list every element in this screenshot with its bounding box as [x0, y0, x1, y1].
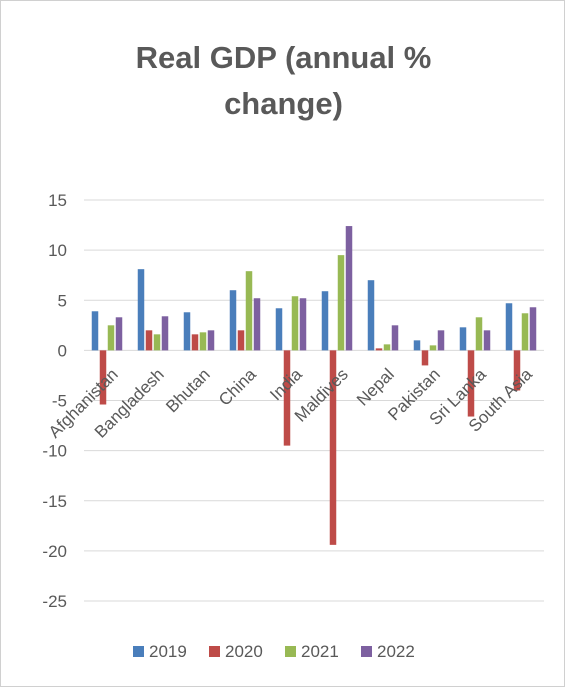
y-tick-label: 15 — [48, 191, 67, 210]
legend-swatch — [133, 646, 144, 657]
bar — [483, 330, 491, 351]
bar — [91, 311, 99, 351]
bar — [299, 298, 307, 351]
bar — [459, 327, 467, 351]
y-tick-label: -5 — [52, 392, 67, 411]
bar — [505, 303, 513, 351]
chart-title-line-1: Real GDP (annual % — [135, 40, 432, 75]
bar — [161, 316, 169, 351]
bar — [513, 350, 521, 391]
bar — [391, 325, 399, 351]
bar — [437, 330, 445, 351]
y-tick-label: -10 — [42, 442, 67, 461]
category-label: Bhutan — [162, 365, 214, 417]
bar — [429, 345, 437, 351]
bar — [229, 290, 237, 351]
bar — [199, 332, 207, 351]
legend-swatch — [209, 646, 220, 657]
bar — [345, 226, 353, 351]
bar — [521, 313, 529, 351]
bar — [291, 296, 299, 351]
bar — [115, 317, 123, 351]
bar — [321, 291, 329, 351]
legend-label: 2022 — [377, 642, 415, 661]
bar — [253, 298, 261, 351]
bar — [237, 330, 245, 351]
bar — [137, 269, 145, 351]
bar — [275, 308, 283, 351]
bar — [375, 348, 383, 351]
bar — [529, 307, 537, 351]
bar — [421, 350, 429, 366]
bar — [99, 350, 107, 405]
bar — [191, 334, 199, 351]
bar — [153, 334, 161, 351]
bar — [337, 255, 345, 351]
y-tick-label: 0 — [58, 341, 67, 360]
legend-swatch — [361, 646, 372, 657]
bar — [467, 350, 475, 417]
bar — [383, 344, 391, 351]
legend-label: 2019 — [149, 642, 187, 661]
bar — [107, 325, 115, 351]
category-label: China — [215, 364, 260, 409]
legend-label: 2020 — [225, 642, 263, 661]
bar — [283, 350, 291, 446]
legend-swatch — [285, 646, 296, 657]
bar — [329, 350, 337, 545]
bar — [367, 280, 375, 351]
bar — [145, 330, 153, 351]
bar — [183, 312, 191, 351]
bar — [413, 340, 421, 351]
y-tick-label: 10 — [48, 241, 67, 260]
y-tick-label: -25 — [42, 592, 67, 611]
y-tick-label: -15 — [42, 492, 67, 511]
y-tick-label: -20 — [42, 542, 67, 561]
y-tick-label: 5 — [58, 291, 67, 310]
legend-label: 2021 — [301, 642, 339, 661]
chart-title-line-2: change) — [224, 86, 343, 121]
bar — [475, 317, 483, 351]
bar — [207, 330, 215, 351]
bar — [245, 271, 253, 351]
